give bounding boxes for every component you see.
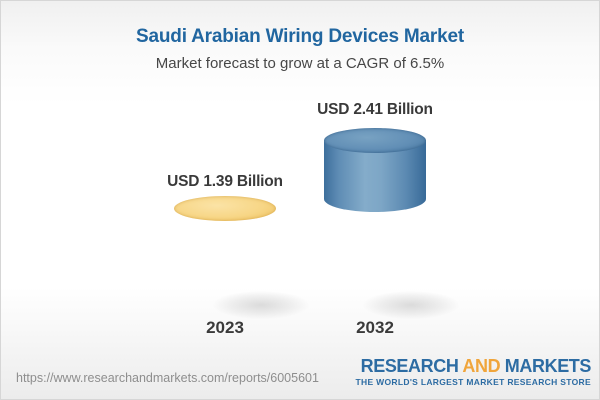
bar-2023-cylinder-top — [174, 196, 276, 221]
bar-2032-base-segment — [324, 199, 426, 308]
bar-2023-category-label: 2023 — [206, 318, 244, 337]
logo-tagline: THE WORLD'S LARGEST MARKET RESEARCH STOR… — [355, 377, 591, 387]
chart-subtitle: Market forecast to grow at a CAGR of 6.5… — [155, 55, 445, 72]
research-and-markets-logo: RESEARCH AND MARKETS THE WORLD'S LARGEST… — [355, 357, 591, 387]
bar-2032-category-label: 2032 — [356, 318, 394, 337]
logo-word-markets: MARKETS — [504, 356, 592, 376]
logo-wordmark: RESEARCH AND MARKETS — [355, 356, 592, 376]
bar-2032-shadow — [363, 291, 459, 319]
bar-2032-value-label: USD 2.41 Billion — [317, 101, 433, 118]
bar-2032-cylinder-top — [324, 128, 426, 153]
logo-word-and: AND — [462, 356, 501, 376]
chart-title: Saudi Arabian Wiring Devices Market — [136, 26, 464, 47]
bar-2023-shadow — [213, 291, 309, 319]
bar-2023-value-label: USD 1.39 Billion — [167, 173, 283, 190]
report-url: https://www.researchandmarkets.com/repor… — [16, 371, 319, 385]
logo-word-research: RESEARCH — [360, 356, 459, 376]
bar-2023-cylinder-body — [174, 208, 276, 308]
